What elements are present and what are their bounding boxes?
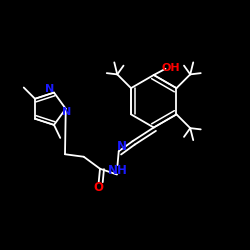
Text: N: N — [45, 84, 54, 94]
Text: N: N — [62, 107, 72, 117]
Text: OH: OH — [162, 63, 180, 73]
Text: O: O — [94, 181, 104, 194]
Text: NH: NH — [108, 164, 128, 177]
Text: N: N — [117, 140, 127, 153]
